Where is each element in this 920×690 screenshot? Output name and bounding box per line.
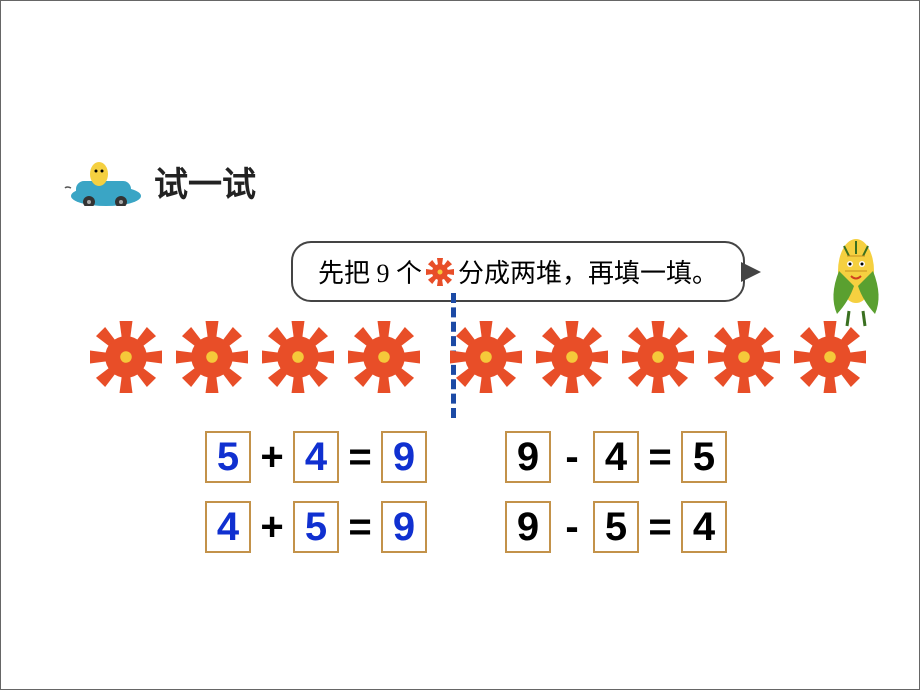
gears-row: [83, 321, 873, 393]
corn-character-icon: [819, 226, 894, 331]
page-title: 试一试: [154, 157, 256, 206]
equations-area: 5+4=99-4=54+5=99-5=4: [201, 431, 801, 571]
instruction-bubble: 先把 9 个 分成两堆，再填一填。: [291, 241, 745, 302]
bubble-text-1: 先把 9 个: [318, 253, 422, 290]
gear-icon: [622, 321, 694, 393]
number-box: 5: [593, 501, 639, 553]
number-box: 9: [505, 501, 551, 553]
equals-sign: =: [343, 435, 377, 480]
gear-icon: [90, 321, 162, 393]
number-box: 4: [681, 501, 727, 553]
equals-sign: =: [343, 505, 377, 550]
number-box: 4: [593, 431, 639, 483]
gear-icon: [262, 321, 334, 393]
equation: 9-5=4: [501, 501, 731, 553]
equation-row: 4+5=99-5=4: [201, 501, 801, 553]
equals-sign: =: [643, 435, 677, 480]
car-icon: [61, 156, 146, 206]
equation: 9-4=5: [501, 431, 731, 483]
bubble-text-2: 分成两堆，再填一填。: [458, 253, 718, 290]
number-box: 9: [381, 431, 427, 483]
equation: 5+4=9: [201, 431, 431, 483]
gear-icon-small: [425, 257, 455, 287]
operator: -: [555, 505, 589, 550]
number-box: 5: [293, 501, 339, 553]
gear-icon: [708, 321, 780, 393]
number-box: 9: [505, 431, 551, 483]
number-box: 5: [205, 431, 251, 483]
header: 试一试: [61, 156, 256, 206]
gear-icon: [536, 321, 608, 393]
number-box: 5: [681, 431, 727, 483]
number-box: 9: [381, 501, 427, 553]
operator: +: [255, 505, 289, 550]
operator: -: [555, 435, 589, 480]
gear-icon: [794, 321, 866, 393]
operator: +: [255, 435, 289, 480]
number-box: 4: [205, 501, 251, 553]
gear-icon: [176, 321, 248, 393]
equals-sign: =: [643, 505, 677, 550]
gear-icon: [348, 321, 420, 393]
gear-icon: [450, 321, 522, 393]
equation-row: 5+4=99-4=5: [201, 431, 801, 483]
number-box: 4: [293, 431, 339, 483]
equation: 4+5=9: [201, 501, 431, 553]
